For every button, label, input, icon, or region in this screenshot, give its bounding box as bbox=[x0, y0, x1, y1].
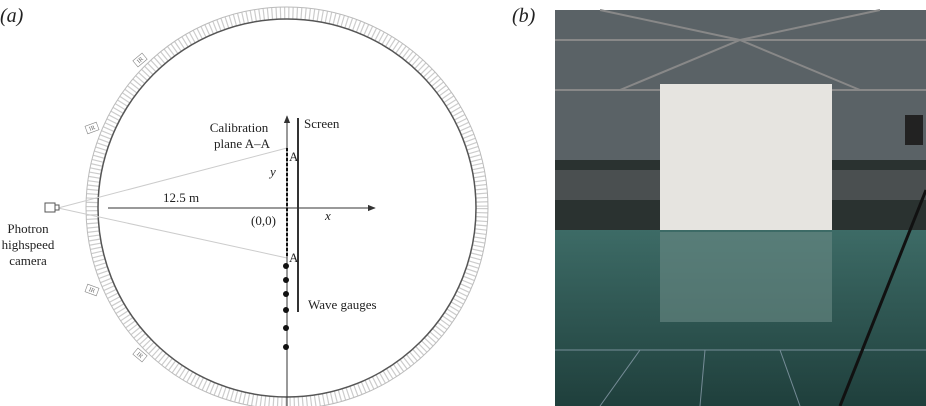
panel-label: (a) bbox=[0, 5, 24, 27]
x-axis-label: x bbox=[324, 208, 331, 223]
y-axis-label: y bbox=[268, 164, 276, 179]
ir-markers: IR IR IR IR bbox=[84, 52, 148, 363]
calibration-label: Calibration bbox=[210, 120, 269, 135]
screen-label: Screen bbox=[304, 116, 340, 131]
ir-label: IR bbox=[88, 125, 96, 133]
origin-label: (0,0) bbox=[251, 213, 276, 228]
panel-a: (a) IR IR IR IR Calibration plane A–A Sc… bbox=[0, 5, 489, 406]
camera-label: Photron bbox=[7, 221, 49, 236]
camera-label: highspeed bbox=[2, 237, 55, 252]
photo bbox=[555, 9, 926, 406]
ir-label: IR bbox=[135, 352, 143, 360]
gauges-label: Wave gauges bbox=[308, 297, 377, 312]
view-ray bbox=[57, 207, 288, 259]
ir-label: IR bbox=[136, 57, 144, 65]
marker-label: A bbox=[289, 149, 299, 164]
calibration-label: plane A–A bbox=[214, 136, 271, 151]
tank-outer bbox=[85, 6, 489, 406]
ir-label: IR bbox=[88, 287, 96, 295]
camera-icon bbox=[44, 202, 56, 213]
tank-wall bbox=[86, 7, 488, 406]
panel-b: (b) bbox=[512, 5, 926, 406]
panel-label: (b) bbox=[512, 5, 536, 27]
distance-label: 12.5 m bbox=[163, 190, 199, 205]
wave-gauges bbox=[283, 263, 289, 350]
camera-lens bbox=[54, 204, 60, 211]
view-ray bbox=[57, 147, 288, 209]
camera-label: camera bbox=[9, 253, 47, 268]
marker-label: A bbox=[289, 250, 299, 265]
